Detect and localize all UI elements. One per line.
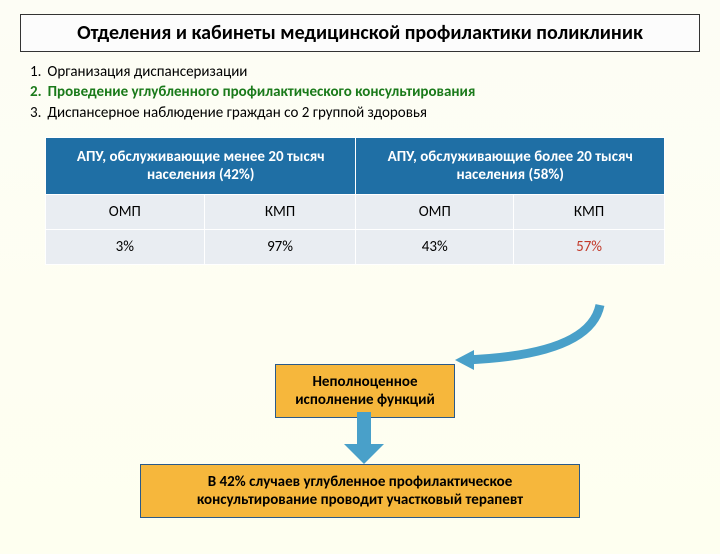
- list-number: 3.: [30, 104, 41, 122]
- title-box: Отделения и кабинеты медицинской профила…: [20, 14, 700, 52]
- value-cell: 97%: [204, 229, 356, 264]
- arrow-down-icon: [344, 412, 384, 466]
- table-header-row: АПУ, обслуживающие менее 20 тысяч населе…: [46, 137, 665, 194]
- subheader-cell: КМП: [514, 194, 665, 229]
- header-cell: АПУ, обслуживающие менее 20 тысяч населе…: [46, 137, 356, 194]
- value-cell: 3%: [46, 229, 205, 264]
- list-number: 2.: [30, 83, 42, 101]
- list-text: Диспансерное наблюдение граждан со 2 гру…: [47, 104, 427, 122]
- list-text: Проведение углубленного профилактическог…: [48, 83, 476, 101]
- subheader-cell: КМП: [204, 194, 356, 229]
- table-value-row: 3% 97% 43% 57%: [46, 229, 665, 264]
- page-title: Отделения и кабинеты медицинской профила…: [31, 21, 689, 45]
- table-subheader-row: ОМП КМП ОМП КМП: [46, 194, 665, 229]
- subheader-cell: ОМП: [356, 194, 514, 229]
- list-number: 1.: [30, 63, 41, 81]
- callout-incomplete: Неполноценное исполнение функций: [275, 364, 455, 418]
- list-text: Организация диспансеризации: [47, 63, 247, 81]
- functions-list: 1. Организация диспансеризации 2. Проведен…: [30, 62, 690, 123]
- header-cell: АПУ, обслуживающие более 20 тысяч населе…: [356, 137, 665, 194]
- list-item: 1. Организация диспансеризации: [30, 62, 690, 82]
- list-item: 3. Диспансерное наблюдение граждан со 2 г…: [30, 103, 690, 123]
- list-item: 2. Проведение углубленного профилактическ…: [30, 82, 690, 102]
- arrow-curved-icon: [450, 300, 630, 380]
- callout-conclusion: В 42% случаев углубленное профилактическ…: [140, 464, 580, 518]
- value-cell-highlight: 57%: [514, 229, 665, 264]
- subheader-cell: ОМП: [46, 194, 205, 229]
- value-cell: 43%: [356, 229, 514, 264]
- data-table: АПУ, обслуживающие менее 20 тысяч населе…: [45, 137, 665, 265]
